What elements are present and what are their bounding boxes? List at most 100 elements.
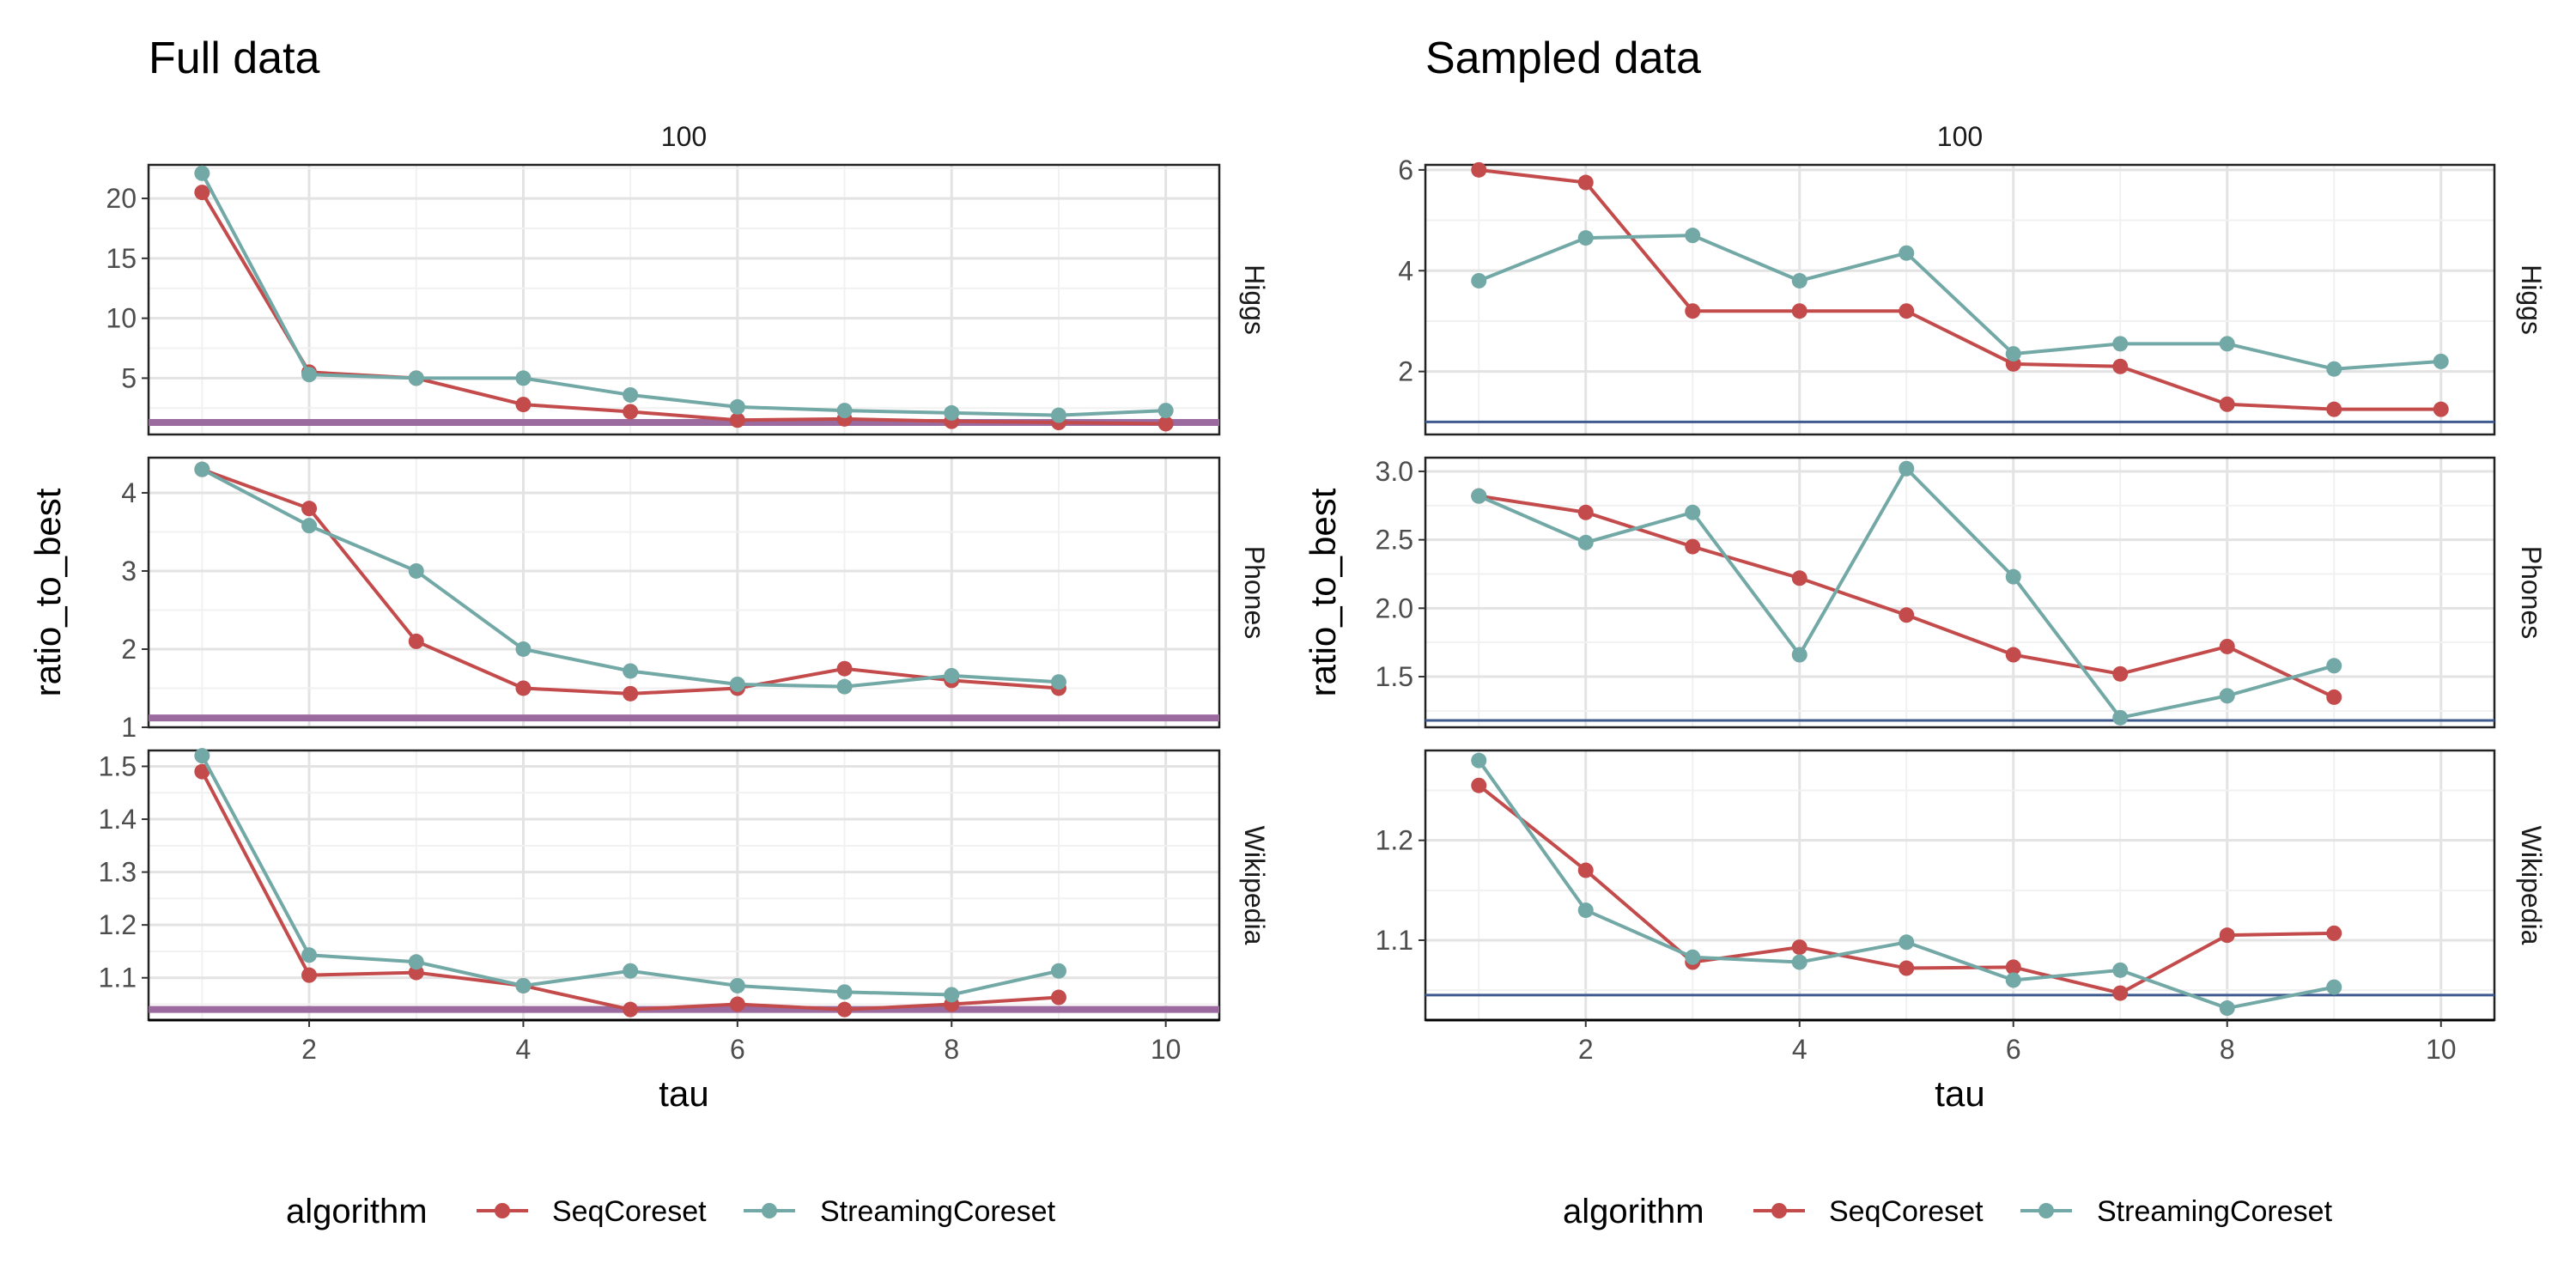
facet-strip-higgs: Higgs xyxy=(2516,264,2547,335)
data-point-streamingcoreset xyxy=(1791,647,1807,663)
legend-marker-seqcoreset xyxy=(495,1203,510,1218)
x-tick-label: 6 xyxy=(2006,1034,2021,1065)
data-point-seqcoreset xyxy=(1157,416,1174,432)
y-tick-label: 20 xyxy=(106,183,137,214)
data-point-seqcoreset xyxy=(1050,989,1066,1005)
y-tick-label: 3.0 xyxy=(1376,456,1413,487)
data-point-streamingcoreset xyxy=(1050,407,1066,423)
facet-higgs: 5 10 15 20 Higgs xyxy=(106,163,1270,436)
data-point-seqcoreset xyxy=(1471,777,1487,793)
data-point-streamingcoreset xyxy=(1791,954,1807,970)
data-point-streamingcoreset xyxy=(1471,272,1487,289)
y-tick-label: 2 xyxy=(121,634,137,665)
data-point-streamingcoreset xyxy=(408,954,424,970)
data-point-streamingcoreset xyxy=(194,748,210,764)
data-point-seqcoreset xyxy=(1685,538,1701,555)
data-point-streamingcoreset xyxy=(1050,674,1066,690)
data-point-seqcoreset xyxy=(1685,303,1701,319)
y-tick-label: 2.0 xyxy=(1376,592,1413,623)
data-point-streamingcoreset xyxy=(1577,534,1594,550)
data-point-seqcoreset xyxy=(515,680,532,696)
data-point-streamingcoreset xyxy=(729,977,745,993)
legend-title: algorithm xyxy=(1563,1193,1704,1230)
series-line-seqcoreset xyxy=(200,191,1166,426)
data-point-seqcoreset xyxy=(623,1001,639,1018)
x-tick-label: 2 xyxy=(1578,1034,1594,1065)
y-tick-label: 1.2 xyxy=(1376,825,1413,856)
data-point-seqcoreset xyxy=(2112,358,2129,374)
data-point-seqcoreset xyxy=(1791,303,1807,319)
facet-strip-top: 100 xyxy=(661,121,707,152)
data-point-streamingcoreset xyxy=(836,984,853,1000)
data-point-seqcoreset xyxy=(2219,638,2235,654)
x-tick-label: 4 xyxy=(1792,1034,1807,1065)
data-point-seqcoreset xyxy=(1899,607,1915,623)
legend-label-streamingcoreset: StreamingCoreset xyxy=(2097,1195,2333,1228)
data-point-streamingcoreset xyxy=(408,370,424,386)
x-tick-label: 8 xyxy=(944,1034,959,1065)
data-point-streamingcoreset xyxy=(1050,963,1066,979)
facet-border xyxy=(1424,163,2496,436)
data-point-streamingcoreset xyxy=(1471,488,1487,504)
data-point-streamingcoreset xyxy=(2005,346,2021,362)
data-point-streamingcoreset xyxy=(1577,902,1594,919)
data-point-streamingcoreset xyxy=(2112,962,2129,978)
facet-strip-wikipedia: Wikipedia xyxy=(1239,826,1270,945)
data-point-streamingcoreset xyxy=(1577,230,1594,246)
facet-phones: 1 2 3 4 Phones xyxy=(121,456,1270,743)
data-point-streamingcoreset xyxy=(729,398,745,415)
data-point-seqcoreset xyxy=(2326,925,2342,941)
y-tick-label: 1.5 xyxy=(1376,661,1413,692)
data-point-seqcoreset xyxy=(2326,401,2342,417)
data-point-streamingcoreset xyxy=(1471,752,1487,769)
facet-higgs: 2 4 6 Higgs xyxy=(1398,155,2547,436)
y-tick-label: 5 xyxy=(121,362,137,393)
y-tick-label: 1.1 xyxy=(1376,925,1413,956)
data-point-seqcoreset xyxy=(2005,647,2021,663)
data-point-streamingcoreset xyxy=(836,678,853,695)
data-point-streamingcoreset xyxy=(194,165,210,181)
y-tick-label: 2 xyxy=(1398,356,1413,387)
chart-panel-full-data: Full data 100 ratio_to_best 5 10 15 20 Higgs 1 2 3… xyxy=(27,33,1270,1114)
facet-wikipedia: 1.1 1.2 Wikipedia xyxy=(1376,749,2547,1022)
data-point-streamingcoreset xyxy=(623,963,639,979)
legend-title: algorithm xyxy=(286,1193,428,1230)
data-point-seqcoreset xyxy=(729,412,745,428)
data-point-streamingcoreset xyxy=(301,518,318,534)
data-point-streamingcoreset xyxy=(301,947,318,963)
data-point-streamingcoreset xyxy=(1899,245,1915,261)
y-tick-label: 1.4 xyxy=(99,804,137,835)
data-point-seqcoreset xyxy=(1791,570,1807,586)
data-point-seqcoreset xyxy=(1899,960,1915,976)
y-tick-label: 1.1 xyxy=(99,963,137,993)
data-point-seqcoreset xyxy=(729,996,745,1012)
legend-left: algorithm SeqCoreset StreamingCoreset xyxy=(286,1193,1056,1230)
series-line-streamingcoreset xyxy=(200,172,1166,417)
x-tick-label: 10 xyxy=(1151,1034,1182,1065)
y-tick-label: 4 xyxy=(121,477,137,508)
facet-strip-phones: Phones xyxy=(2516,546,2547,640)
x-axis-title: tau xyxy=(1935,1073,1984,1114)
data-point-streamingcoreset xyxy=(2219,1000,2235,1017)
data-point-seqcoreset xyxy=(2219,396,2235,412)
data-point-seqcoreset xyxy=(623,404,639,420)
data-point-streamingcoreset xyxy=(2219,336,2235,352)
y-tick-label: 1.2 xyxy=(99,909,137,940)
data-point-seqcoreset xyxy=(2433,401,2449,417)
facet-border xyxy=(147,163,1221,436)
data-point-seqcoreset xyxy=(301,501,318,517)
data-point-streamingcoreset xyxy=(1791,272,1807,289)
facet-wikipedia: 1.1 1.2 1.3 1.4 1.5 Wikipedia xyxy=(99,748,1270,1022)
data-point-seqcoreset xyxy=(408,964,424,981)
data-point-streamingcoreset xyxy=(301,367,318,383)
data-point-seqcoreset xyxy=(515,397,532,413)
legend-marker-streamingcoreset xyxy=(2038,1203,2054,1218)
data-point-seqcoreset xyxy=(623,685,639,702)
data-point-streamingcoreset xyxy=(729,676,745,692)
legend-right: algorithm SeqCoreset StreamingCoreset xyxy=(1563,1193,2333,1230)
y-tick-label: 6 xyxy=(1398,155,1413,185)
data-point-seqcoreset xyxy=(2326,689,2342,705)
data-point-streamingcoreset xyxy=(2112,709,2129,726)
x-tick-label: 6 xyxy=(730,1034,745,1065)
